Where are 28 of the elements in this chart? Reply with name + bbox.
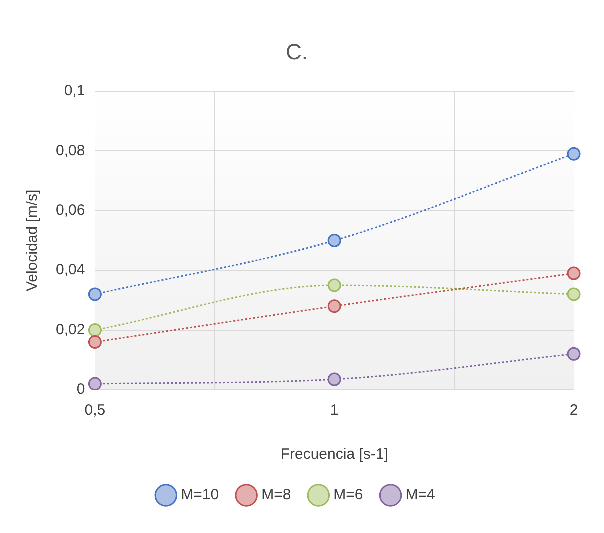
point: [88, 335, 102, 349]
legend-label: M=6: [334, 486, 364, 504]
point: [88, 377, 102, 390]
point: [328, 278, 342, 292]
y-tick-label: 0,02: [56, 321, 86, 338]
point: [328, 300, 342, 314]
point: [88, 288, 102, 302]
y-tick-label: 0,06: [56, 202, 86, 219]
y-tick-label: 0,04: [56, 262, 86, 279]
x-tick-label: 1: [330, 402, 339, 420]
y-tick-label: 0: [76, 381, 86, 398]
point: [328, 234, 342, 248]
x-axis-title: Frecuencia [s-1]: [280, 446, 388, 464]
point: [567, 147, 581, 161]
y-axis-title: Velocidad [m/s]: [24, 190, 42, 292]
legend-label: M=4: [406, 486, 436, 504]
x-tick-label: 2: [570, 402, 578, 420]
legend-label: M=8: [262, 486, 292, 504]
x-tick-label: 0,5: [84, 402, 106, 420]
y-tick-label: 0,08: [56, 142, 86, 160]
point: [567, 266, 581, 280]
point: [88, 324, 102, 338]
point: [567, 288, 581, 302]
point: [328, 372, 342, 386]
y-tick-label: 0,1: [64, 82, 86, 100]
point: [567, 347, 581, 361]
chart-title: C.: [286, 39, 308, 64]
legend-label: M=10: [181, 486, 220, 504]
